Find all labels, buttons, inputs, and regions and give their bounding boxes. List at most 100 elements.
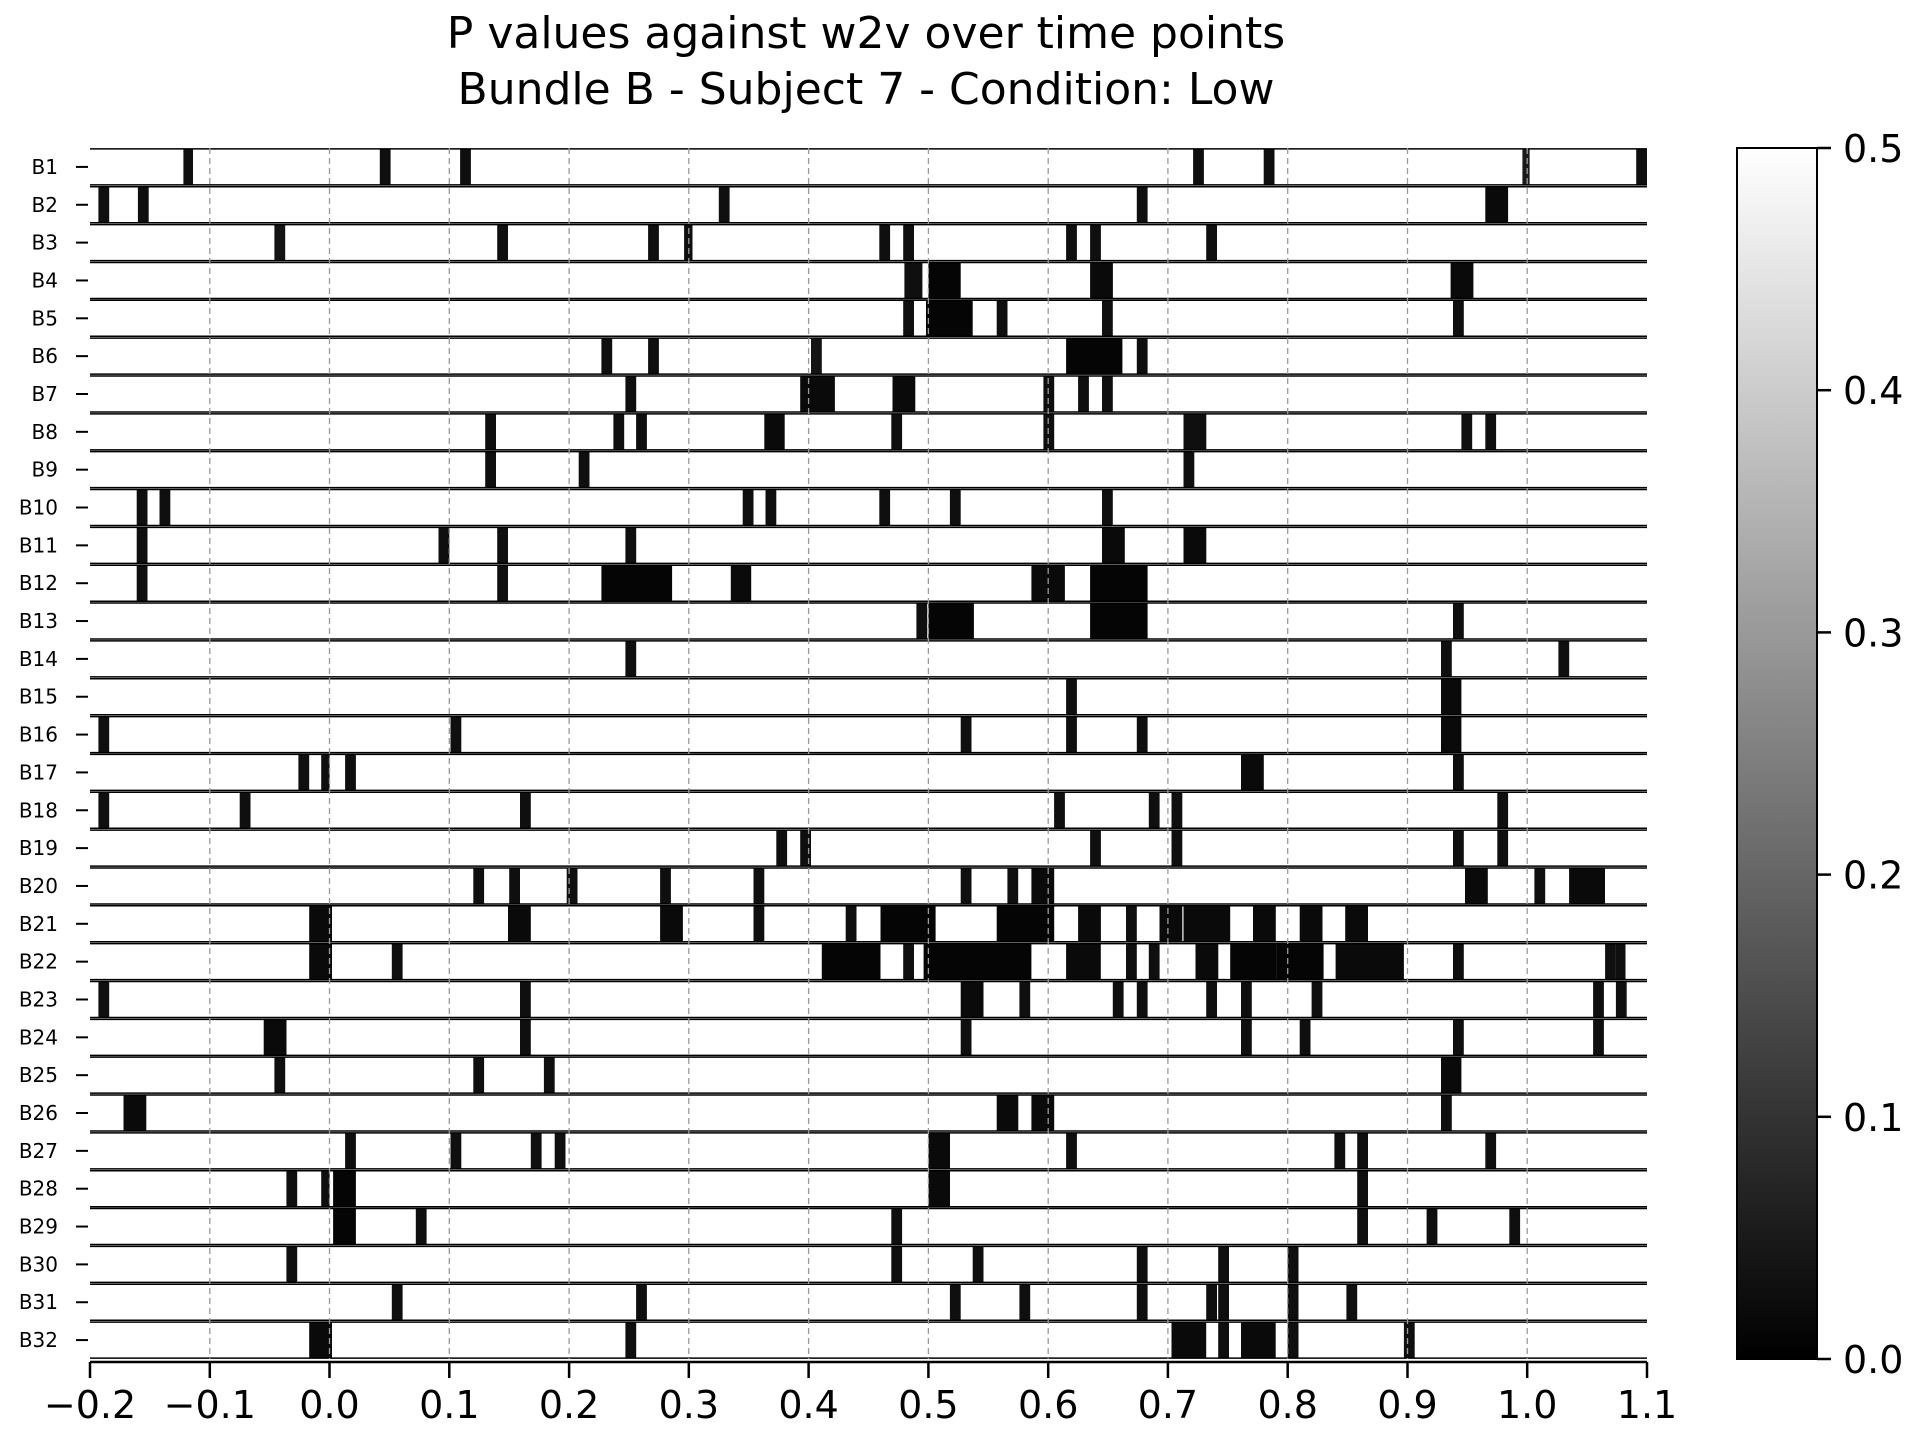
- heatmap-cell: [625, 1322, 637, 1359]
- heatmap-cell: [485, 413, 496, 450]
- heatmap-cell: [891, 413, 903, 450]
- heatmap-cell: [438, 527, 450, 564]
- heatmap-cell: [923, 943, 938, 980]
- heatmap-cell: [1183, 413, 1207, 450]
- heatmap-cell: [891, 1246, 903, 1283]
- heatmap-cell: [660, 905, 683, 942]
- y-tick-label: B18: [19, 798, 58, 822]
- heatmap-row-band: [90, 1284, 1647, 1321]
- heatmap-cell: [1276, 943, 1324, 980]
- heatmap-cell: [1090, 603, 1148, 640]
- heatmap-cell: [1090, 224, 1101, 261]
- x-tick-label: 0.0: [299, 1383, 359, 1427]
- heatmap-cell: [309, 1322, 332, 1359]
- heatmap-cell: [1299, 905, 1323, 942]
- heatmap-cell: [1287, 1322, 1299, 1359]
- heatmap-cell: [136, 527, 148, 564]
- y-tick-label: B21: [19, 912, 58, 936]
- heatmap-row-band: [90, 603, 1647, 640]
- heatmap-cell: [742, 489, 754, 526]
- heatmap-cell: [136, 565, 148, 602]
- heatmap-cell: [1615, 943, 1626, 980]
- heatmap-cell: [1090, 565, 1148, 602]
- heatmap-cell: [1019, 1284, 1031, 1321]
- heatmap-cell: [485, 451, 496, 488]
- heatmap-cell: [1287, 1284, 1299, 1321]
- heatmap-cell: [1335, 943, 1404, 980]
- x-tick-label: −0.1: [164, 1383, 256, 1427]
- heatmap-cell: [845, 905, 857, 942]
- y-tick-label: B1: [32, 155, 58, 179]
- heatmap-cell: [765, 489, 777, 526]
- x-tick-label: 1.0: [1497, 1383, 1557, 1427]
- heatmap-cell: [1066, 1132, 1077, 1169]
- y-tick-label: B17: [19, 760, 58, 784]
- y-tick-label: B23: [19, 987, 58, 1011]
- heatmap-row-band: [90, 262, 1647, 299]
- heatmap-cell: [530, 1132, 542, 1169]
- heatmap-cell: [904, 262, 923, 299]
- heatmap-cell: [1453, 830, 1464, 867]
- heatmap-cell: [613, 413, 625, 450]
- heatmap-cell: [1311, 981, 1323, 1018]
- heatmap-cell: [1450, 262, 1474, 299]
- y-tick-label: B22: [19, 950, 58, 974]
- y-tick-label: B25: [19, 1063, 58, 1087]
- colorbar-tick-label: 0.2: [1843, 854, 1903, 898]
- heatmap-cell: [753, 867, 765, 904]
- heatmap-cell: [1171, 1322, 1207, 1359]
- chart-title-line-2: Bundle B - Subject 7 - Condition: Low: [458, 64, 1275, 115]
- heatmap-cell: [1453, 300, 1464, 337]
- heatmap-row-band: [90, 451, 1647, 488]
- heatmap-cell: [1102, 300, 1113, 337]
- y-tick-label: B7: [32, 382, 58, 406]
- heatmap-cell: [1453, 754, 1464, 791]
- y-tick-label: B29: [19, 1215, 58, 1239]
- heatmap-cell: [1206, 1284, 1217, 1321]
- heatmap-row-band: [90, 1095, 1647, 1132]
- heatmap-cell: [1593, 981, 1604, 1018]
- heatmap-cell: [1102, 527, 1125, 564]
- x-tick-label: 0.5: [898, 1383, 958, 1427]
- heatmap-cell: [1509, 1208, 1521, 1245]
- heatmap-cell: [136, 489, 148, 526]
- heatmap-cell: [1241, 754, 1264, 791]
- heatmap-cell: [1485, 186, 1509, 223]
- heatmap-row-band: [90, 1322, 1647, 1359]
- heatmap-cell: [764, 413, 785, 450]
- heatmap-cell: [1218, 1246, 1229, 1283]
- heatmap-cell: [286, 1246, 298, 1283]
- heatmap-cell: [1345, 905, 1368, 942]
- heatmap-cell: [345, 1132, 356, 1169]
- heatmap-cell: [263, 1019, 287, 1056]
- heatmap-cell: [391, 943, 403, 980]
- heatmap-cell: [648, 224, 659, 261]
- heatmap-cell: [601, 565, 673, 602]
- heatmap-cell: [636, 1284, 647, 1321]
- heatmap-cell: [1126, 905, 1137, 942]
- x-tick-label: 0.2: [539, 1383, 599, 1427]
- heatmap-row-band: [90, 338, 1647, 375]
- y-tick-label: B20: [19, 874, 58, 898]
- heatmap-cell: [625, 640, 637, 677]
- heatmap-row-band: [90, 716, 1647, 753]
- heatmap-cell: [1136, 186, 1148, 223]
- heatmap-cell: [928, 1170, 950, 1207]
- heatmap-cell: [578, 451, 590, 488]
- heatmap-cell: [1357, 1132, 1368, 1169]
- chart-title-line-1: P values against w2v over time points: [447, 8, 1285, 59]
- heatmap-cell: [879, 224, 891, 261]
- y-tick-label: B31: [19, 1290, 58, 1314]
- heatmap-cell: [1066, 716, 1077, 753]
- heatmap-cell: [391, 1284, 403, 1321]
- heatmap-row-band: [90, 527, 1647, 564]
- heatmap-cell: [821, 943, 881, 980]
- colorbar-tick-label: 0.5: [1843, 127, 1903, 171]
- heatmap-cell: [1403, 1322, 1415, 1359]
- heatmap-cell: [1136, 981, 1148, 1018]
- heatmap-cell: [1066, 943, 1101, 980]
- heatmap-cell: [960, 716, 972, 753]
- heatmap-cell: [800, 830, 811, 867]
- heatmap-row-band: [90, 1132, 1647, 1169]
- heatmap-cell: [891, 1208, 903, 1245]
